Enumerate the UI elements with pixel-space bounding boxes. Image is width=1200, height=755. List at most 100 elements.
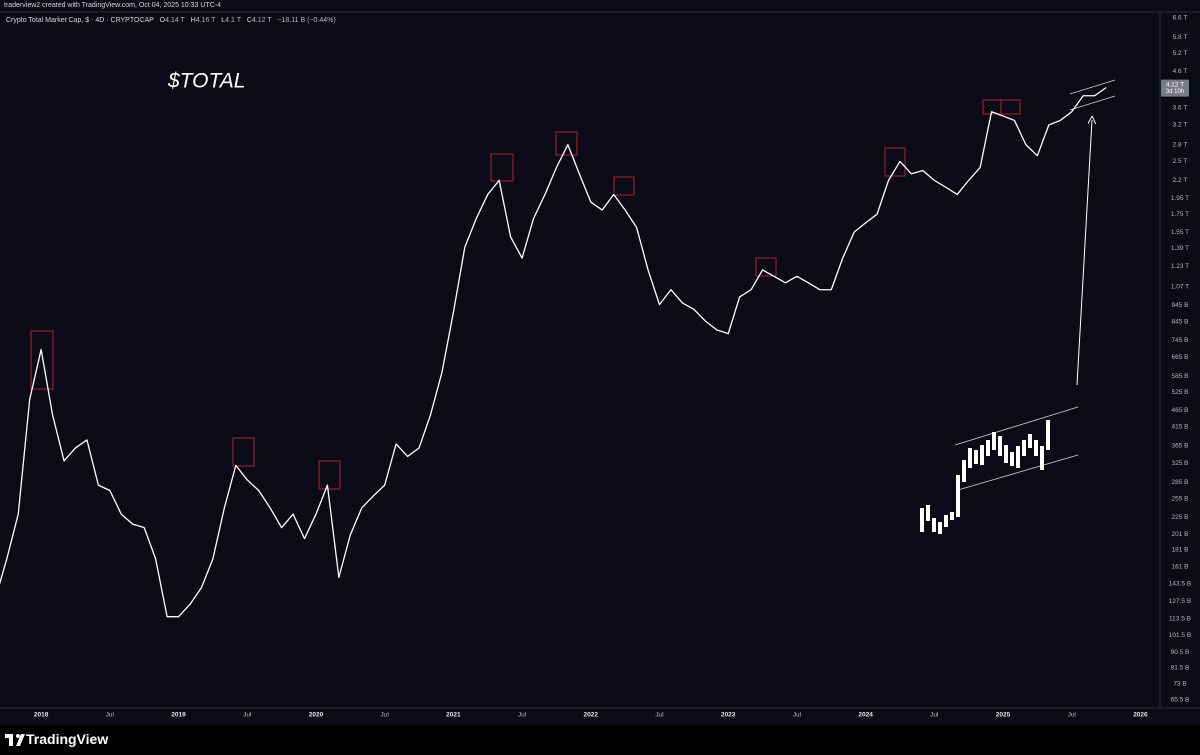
y-tick-label: 2.2 T xyxy=(1173,177,1188,184)
y-tick-label: 113.5 B xyxy=(1169,615,1191,622)
arrow xyxy=(1076,120,1092,386)
logo xyxy=(5,734,25,746)
highlight-box xyxy=(884,147,906,177)
highlight-box xyxy=(555,131,578,156)
x-tick-label: 2024 xyxy=(858,712,873,719)
highlight-box xyxy=(318,460,341,490)
y-tick-label: 90.5 B xyxy=(1171,649,1190,656)
y-tick-label: 1.07 T xyxy=(1171,284,1189,291)
channel xyxy=(1069,79,1116,111)
y-tick-label: 5.8 T xyxy=(1173,34,1188,41)
last-price-tag xyxy=(1161,79,1189,97)
y-tick-label: 3.2 T xyxy=(1173,122,1188,129)
x-tick-label: 2026 xyxy=(1133,712,1148,719)
highlight-box xyxy=(490,153,514,182)
x-tick-label: 2022 xyxy=(584,712,599,719)
symbol: Crypto Total Market Cap, $ · 4D · CRYPTO… xyxy=(6,17,154,24)
inset-candle xyxy=(980,445,984,465)
y-tick-label: 845 B xyxy=(1172,319,1189,326)
x-tick-label: 2019 xyxy=(171,712,186,719)
inset-candle xyxy=(974,450,978,464)
inset-candle xyxy=(1010,452,1014,466)
x-tick-label: Jul xyxy=(655,712,664,719)
y-tick-label: 81.5 B xyxy=(1171,664,1190,671)
inset-candle xyxy=(920,508,924,532)
brand: TradingView xyxy=(26,731,109,747)
x-tick-label: Jul xyxy=(243,712,252,719)
channel-line xyxy=(1069,79,1116,95)
last-price-label: 4.12 T xyxy=(1166,81,1184,88)
y-tick-label: 201 B xyxy=(1172,531,1189,538)
y-tick-label: 127.5 B xyxy=(1169,598,1191,605)
y-tick-label: 1.55 T xyxy=(1171,229,1189,236)
inset-candle xyxy=(986,440,990,456)
y-tick-label: 525 B xyxy=(1172,389,1189,396)
x-tick-label: 2021 xyxy=(446,712,461,719)
legend: Crypto Total Market Cap, $ · 4D · CRYPTO… xyxy=(6,17,336,24)
inset-candle xyxy=(938,522,942,534)
footer: TradingView xyxy=(0,725,1200,755)
y-tick-label: 6.6 T xyxy=(1173,15,1188,22)
y-tick-label: 2.5 T xyxy=(1173,158,1188,165)
plot-area xyxy=(0,87,1107,618)
inset-candle xyxy=(944,515,948,527)
y-tick-label: 465 B xyxy=(1172,407,1189,414)
zoom-inset xyxy=(920,406,1079,534)
y-tick-label: 3.6 T xyxy=(1173,104,1188,111)
inset-candle xyxy=(1028,434,1032,448)
x-tick-label: Jul xyxy=(518,712,527,719)
inset-channel-line xyxy=(954,406,1079,446)
inset-candle xyxy=(950,512,954,520)
inset-candle xyxy=(1040,446,1044,470)
x-tick-label: 2020 xyxy=(309,712,324,719)
inset-candle xyxy=(1022,440,1026,456)
y-tick-label: 745 B xyxy=(1172,337,1189,344)
x-tick-label: Jul xyxy=(1068,712,1077,719)
y-tick-label: 1.39 T xyxy=(1171,245,1189,252)
y-tick-label: 255 B xyxy=(1172,496,1189,503)
y-tick-label: 181 B xyxy=(1172,546,1189,553)
inset-candle xyxy=(932,518,936,532)
highlight-box xyxy=(232,437,255,467)
y-tick-label: 365 B xyxy=(1172,443,1189,450)
close-value: 4.12 T xyxy=(251,17,272,24)
x-tick-label: Jul xyxy=(793,712,802,719)
countdown: 3d 10h xyxy=(1166,89,1184,95)
x-tick-label: 2018 xyxy=(34,712,49,719)
x-tick-label: Jul xyxy=(381,712,390,719)
y-tick-label: 585 B xyxy=(1172,373,1189,380)
y-tick-label: 65.5 B xyxy=(1171,697,1190,704)
y-tick-label: 415 B xyxy=(1172,424,1189,431)
y-tick-label: 1.75 T xyxy=(1171,211,1189,218)
y-tick-label: 73 B xyxy=(1173,681,1186,688)
channel-line xyxy=(1069,95,1116,111)
x-tick-label: 2023 xyxy=(721,712,736,719)
chart-panel: $TOTAL xyxy=(0,0,1200,725)
inset-candle xyxy=(1046,420,1050,450)
inset-candle xyxy=(998,436,1002,456)
y-tick-label: 665 B xyxy=(1172,354,1189,361)
y-tick-label: 285 B xyxy=(1172,479,1189,486)
chart: $TOTAL xyxy=(0,11,1200,719)
inset-candle xyxy=(968,448,972,468)
inset-candle xyxy=(956,475,960,517)
low-value: 4.1 T xyxy=(225,17,241,24)
change: −18.11 B (−0.44%) xyxy=(277,17,336,24)
x-tick-label: Jul xyxy=(106,712,115,719)
open-value: 4.14 T xyxy=(165,17,185,24)
y-tick-label: 4.6 T xyxy=(1173,68,1188,75)
y-tick-label: 143.5 B xyxy=(1169,581,1191,588)
low-label: L xyxy=(221,17,226,24)
y-tick-label: 225 B xyxy=(1172,514,1189,521)
highlight-box xyxy=(755,257,777,277)
open-label: O xyxy=(159,17,166,24)
inset-candle xyxy=(1034,440,1038,456)
y-tick-label: 325 B xyxy=(1172,460,1189,467)
y-tick-label: 101.5 B xyxy=(1169,632,1191,639)
x-tick-label: 2025 xyxy=(996,712,1011,719)
inset-candle xyxy=(992,432,996,450)
inset-candles xyxy=(920,420,1050,534)
inset-channel-line xyxy=(957,454,1079,491)
y-tick-label: 2.8 T xyxy=(1173,141,1188,148)
